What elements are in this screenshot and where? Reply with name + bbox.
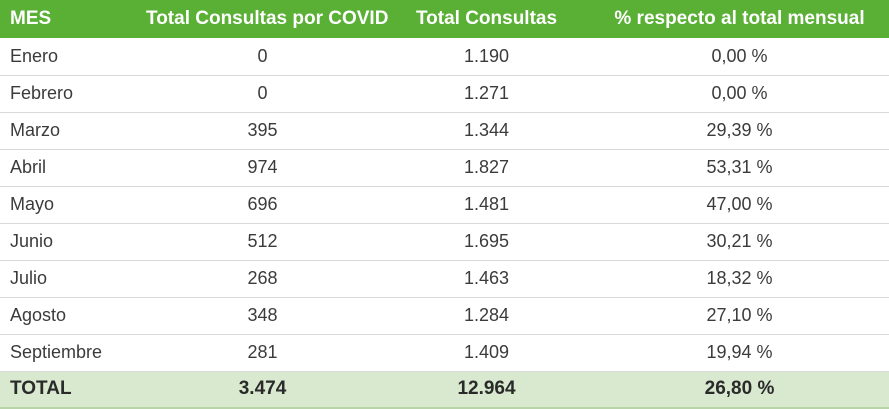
table-row: Marzo 395 1.344 29,39 % (0, 112, 889, 149)
table-footer: TOTAL 3.474 12.964 26,80 % (0, 371, 889, 408)
cell-month: Agosto (10, 305, 67, 325)
cell-covid: 0 (257, 83, 268, 103)
cell-total: 1.271 (463, 83, 510, 103)
cell-percent: 29,39 % (706, 120, 773, 140)
cell-covid: 974 (247, 157, 278, 177)
cell-month: Abril (10, 157, 47, 177)
table-row: Febrero 0 1.271 0,00 % (0, 75, 889, 112)
cell-total: 1.827 (463, 157, 510, 177)
header-covid-consultations: Total Consultas por COVID (146, 8, 389, 29)
cell-total: 1.695 (463, 231, 510, 251)
cell-month: Septiembre (10, 342, 103, 362)
cell-total: 1.409 (463, 342, 510, 362)
cell-covid: 395 (247, 120, 278, 140)
cell-percent: 18,32 % (706, 268, 773, 288)
cell-covid: 268 (247, 268, 278, 288)
total-covid: 3.474 (238, 378, 287, 400)
table-row: Agosto 348 1.284 27,10 % (0, 297, 889, 334)
header-percent-monthly: % respecto al total mensual (614, 8, 865, 29)
cell-percent: 30,21 % (706, 231, 773, 251)
cell-total: 1.284 (463, 305, 510, 325)
total-label: TOTAL (10, 378, 72, 400)
cell-percent: 0,00 % (711, 45, 768, 66)
cell-month: Julio (10, 268, 48, 288)
cell-month: Mayo (10, 194, 55, 214)
cell-month: Febrero (10, 83, 74, 103)
table-row: Enero 0 1.190 0,00 % (0, 38, 889, 75)
table-body: Enero 0 1.190 0,00 % Febrero 0 1.271 0,0… (0, 38, 889, 371)
cell-total: 1.463 (463, 268, 510, 288)
table-header: MES Total Consultas por COVID Total Cons… (0, 0, 889, 38)
cell-month: Marzo (10, 120, 61, 140)
cell-covid: 281 (247, 342, 278, 362)
cell-percent: 0,00 % (711, 83, 768, 103)
cell-percent: 19,94 % (706, 342, 773, 362)
cell-total: 1.344 (463, 120, 510, 140)
cell-total: 1.190 (463, 45, 510, 66)
header-row: MES Total Consultas por COVID Total Cons… (0, 0, 889, 38)
total-consultations: 12.964 (457, 378, 516, 400)
cell-covid: 696 (247, 194, 278, 214)
table-row: Septiembre 281 1.409 19,94 % (0, 334, 889, 371)
cell-percent: 47,00 % (706, 194, 773, 214)
cell-covid: 348 (247, 305, 278, 325)
cell-percent: 27,10 % (706, 305, 773, 325)
total-row: TOTAL 3.474 12.964 26,80 % (0, 371, 889, 408)
header-total-consultations: Total Consultas (415, 8, 558, 29)
cell-month: Enero (10, 45, 59, 66)
cell-covid: 0 (257, 45, 268, 66)
cell-month: Junio (10, 231, 54, 251)
table-row: Julio 268 1.463 18,32 % (0, 260, 889, 297)
table-row: Abril 974 1.827 53,31 % (0, 149, 889, 186)
cell-total: 1.481 (463, 194, 510, 214)
cell-covid: 512 (247, 231, 278, 251)
cell-percent: 53,31 % (706, 157, 773, 177)
table-row: Junio 512 1.695 30,21 % (0, 223, 889, 260)
total-percent: 26,80 % (704, 378, 775, 400)
header-mes: MES (10, 8, 52, 29)
table-row: Mayo 696 1.481 47,00 % (0, 186, 889, 223)
